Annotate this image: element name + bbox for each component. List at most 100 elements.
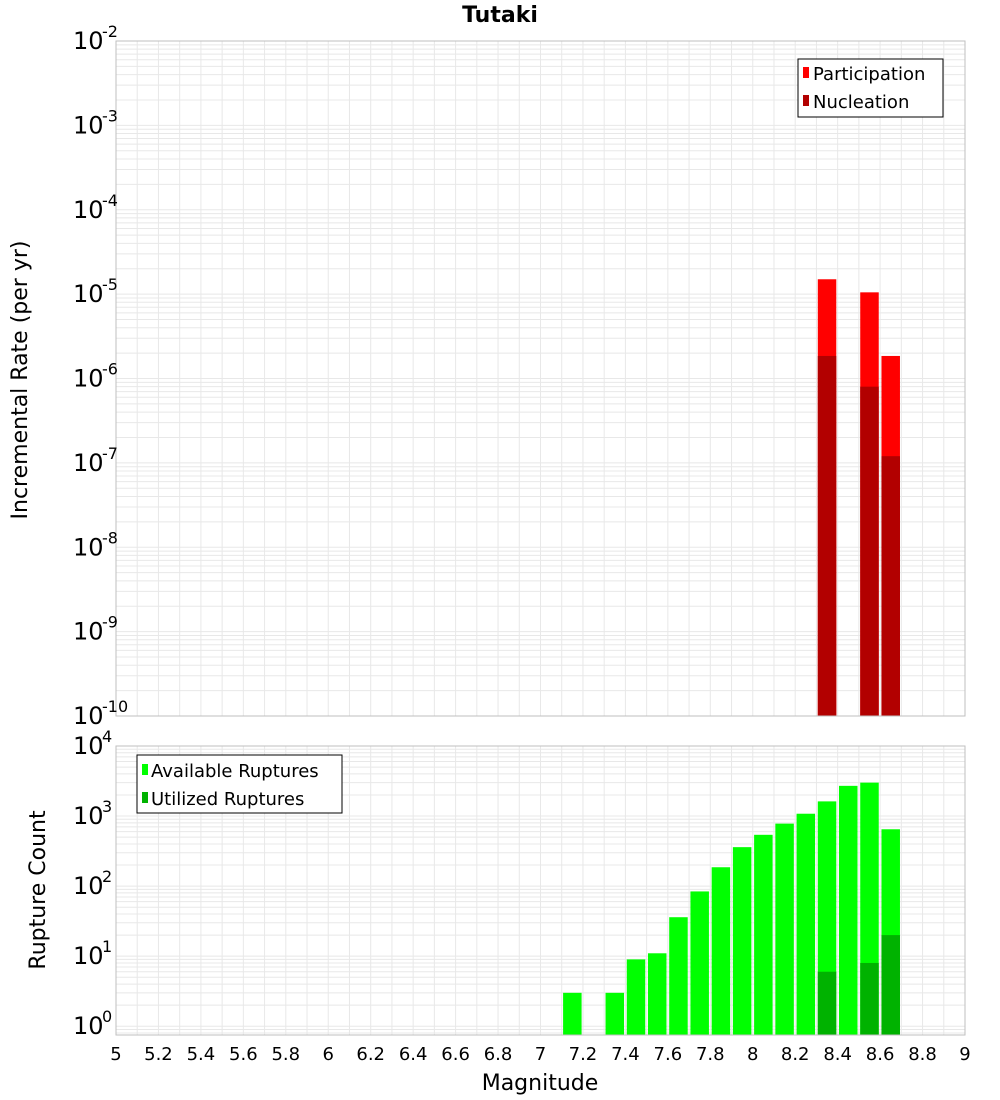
y-tick-base: 10 — [73, 702, 104, 730]
y-tick-exponent: 4 — [102, 727, 112, 746]
x-tick-label: 8.2 — [781, 1044, 810, 1065]
x-tick-label: 5.8 — [271, 1044, 300, 1065]
y-tick-exponent: -5 — [102, 275, 118, 294]
x-tick-label: 5.4 — [187, 1044, 216, 1065]
participation-legend-label: Participation — [813, 64, 925, 85]
y-tick-base: 10 — [73, 802, 104, 830]
x-axis-ticks: 5 5.2 5.4 5.6 5.8 6 6.2 6.4 6.6 6.8 7 7.2 7.4 7.6 7.8 8… — [110, 1044, 970, 1065]
y-tick-base: 10 — [73, 196, 104, 224]
rate-y-tick-label: 10-3 — [73, 106, 118, 139]
x-tick-label: 5.6 — [229, 1044, 258, 1065]
available-ruptures-bar — [563, 992, 582, 1035]
rate-y-tick-label: 10-8 — [73, 528, 118, 561]
y-tick-exponent: 2 — [102, 867, 112, 886]
x-axis-label: Magnitude — [482, 1071, 599, 1096]
available-legend-label: Available Ruptures — [151, 761, 319, 782]
y-tick-exponent: -9 — [102, 613, 118, 632]
count-y-tick-label: 103 — [73, 797, 112, 830]
x-tick-label: 7.2 — [569, 1044, 598, 1065]
x-tick-label: 6.6 — [441, 1044, 470, 1065]
rate-plot-border — [115, 40, 966, 717]
available-ruptures-bar — [711, 867, 731, 1035]
rate-bars — [817, 279, 900, 716]
rate-y-tick-label: 10-6 — [73, 360, 118, 393]
y-tick-base: 10 — [73, 1012, 104, 1040]
x-tick-label: 8 — [747, 1044, 758, 1065]
y-tick-base: 10 — [73, 618, 104, 646]
count-legend-box — [136, 754, 343, 814]
y-tick-base: 10 — [73, 365, 104, 393]
y-tick-base: 10 — [73, 533, 104, 561]
available-ruptures-bar — [690, 891, 709, 1035]
available-ruptures-bar — [839, 785, 858, 1035]
y-tick-base: 10 — [73, 280, 104, 308]
x-tick-label: 6 — [323, 1044, 334, 1065]
utilized-ruptures-bar — [860, 962, 879, 1035]
y-tick-exponent: -7 — [102, 444, 118, 463]
nucleation-legend-swatch — [803, 95, 809, 106]
count-bars — [563, 782, 900, 1035]
x-tick-label: 7 — [535, 1044, 546, 1065]
count-y-tick-label: 100 — [73, 1007, 112, 1040]
x-tick-label: 9 — [959, 1044, 970, 1065]
rate-y-axis-label: Incremental Rate (per yr) — [8, 241, 33, 520]
nucleation-bar — [881, 456, 900, 716]
available-ruptures-bar — [626, 959, 646, 1035]
x-tick-label: 6.4 — [399, 1044, 428, 1065]
count-y-axis-label: Rupture Count — [26, 810, 51, 970]
x-tick-label: 6.2 — [356, 1044, 385, 1065]
nucleation-bar — [860, 386, 879, 716]
count-legend: Available Ruptures Utilized Ruptures — [136, 754, 343, 814]
rate-y-tick-label: 10-4 — [73, 191, 118, 224]
nucleation-bar — [817, 355, 837, 716]
y-tick-exponent: -3 — [102, 106, 118, 125]
x-tick-label: 5 — [110, 1044, 121, 1065]
rate-y-tick-label: 10-10 — [73, 697, 128, 730]
available-ruptures-bar — [605, 992, 625, 1035]
rate-legend-box — [797, 58, 944, 118]
y-tick-exponent: 1 — [102, 937, 112, 956]
count-plot-border — [115, 745, 966, 1036]
y-tick-base: 10 — [73, 942, 104, 970]
available-ruptures-bar — [775, 823, 794, 1035]
chart-title: Tutaki — [462, 3, 538, 28]
x-tick-label: 7.6 — [654, 1044, 683, 1065]
x-tick-label: 8.8 — [908, 1044, 937, 1065]
rate-y-tick-label: 10-9 — [73, 613, 118, 646]
rate-gridlines — [115, 40, 966, 717]
available-ruptures-bar — [647, 953, 667, 1035]
x-tick-label: 7.8 — [696, 1044, 725, 1065]
participation-legend-swatch — [803, 67, 809, 78]
x-tick-label: 6.8 — [484, 1044, 513, 1065]
y-tick-base: 10 — [73, 27, 104, 55]
y-tick-base: 10 — [73, 111, 104, 139]
utilized-legend-label: Utilized Ruptures — [151, 789, 304, 810]
rate-y-tick-label: 10-7 — [73, 444, 118, 477]
utilized-ruptures-bar — [817, 971, 837, 1035]
nucleation-legend-label: Nucleation — [813, 92, 909, 113]
count-y-tick-label: 102 — [73, 867, 112, 900]
available-ruptures-bar — [796, 813, 816, 1035]
y-tick-exponent: -10 — [102, 697, 128, 716]
y-tick-base: 10 — [73, 732, 104, 760]
y-tick-exponent: -6 — [102, 360, 118, 379]
y-tick-exponent: -4 — [102, 191, 118, 210]
x-tick-label: 8.6 — [866, 1044, 895, 1065]
utilized-ruptures-bar — [881, 935, 900, 1035]
rate-legend: Participation Nucleation — [797, 58, 944, 118]
y-tick-exponent: -2 — [102, 22, 118, 41]
x-tick-label: 8.4 — [823, 1044, 852, 1065]
available-legend-swatch — [142, 764, 148, 775]
available-ruptures-bar — [732, 847, 752, 1035]
available-ruptures-bar — [669, 917, 688, 1035]
utilized-legend-swatch — [142, 792, 148, 803]
count-y-tick-label: 104 — [73, 727, 112, 760]
y-tick-base: 10 — [73, 872, 104, 900]
y-tick-exponent: 0 — [102, 1007, 112, 1026]
count-y-tick-label: 101 — [73, 937, 112, 970]
